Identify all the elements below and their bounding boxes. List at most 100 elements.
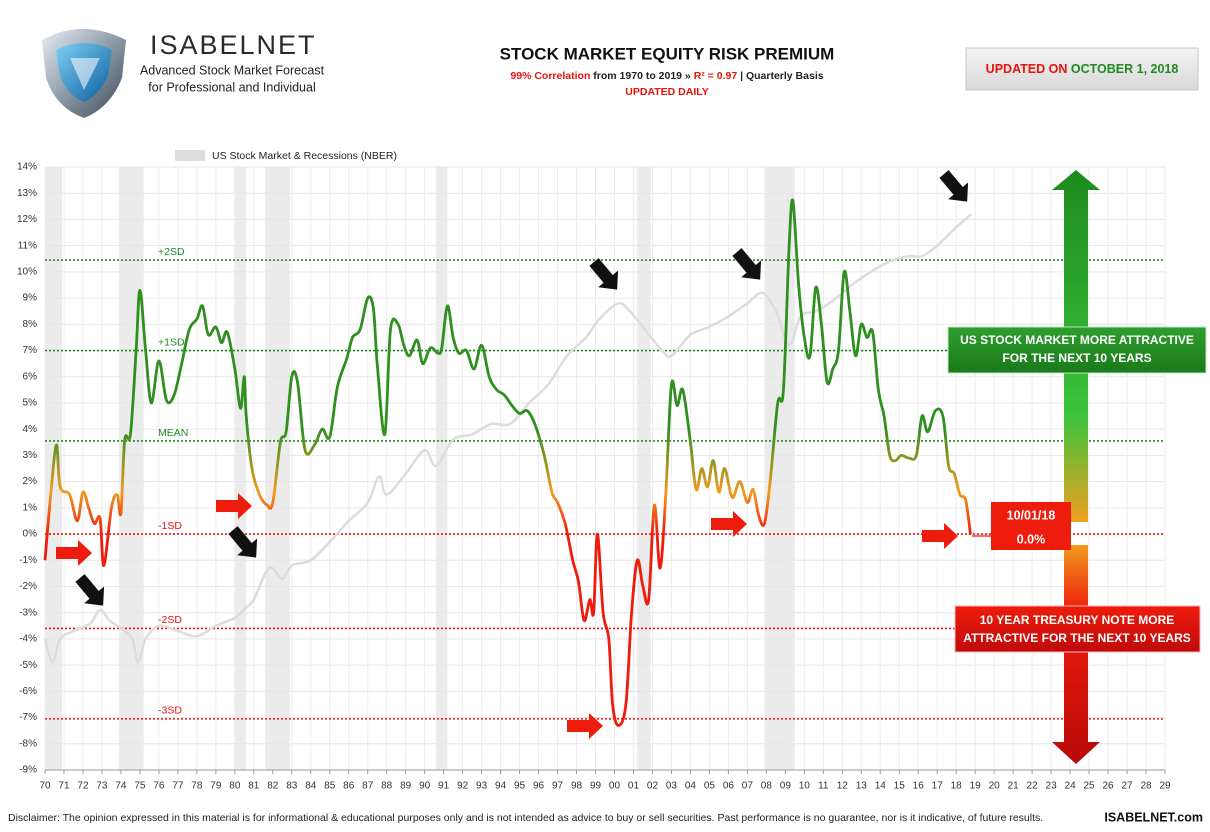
x-tick-label: 81 (248, 781, 260, 792)
x-tick-label: 97 (552, 781, 564, 792)
y-tick-label: 14% (17, 162, 37, 173)
x-tick-label: 17 (932, 781, 944, 792)
y-tick-label: 11% (18, 240, 37, 251)
y-tick-label: -7% (19, 712, 37, 723)
zone-label: US STOCK MARKET MORE ATTRACTIVE (960, 333, 1194, 347)
y-tick-label: -2% (19, 581, 37, 592)
y-tick-label: -1% (19, 555, 37, 566)
zone-box (947, 326, 1207, 374)
update-box (965, 47, 1199, 91)
x-tick-label: 77 (172, 781, 184, 792)
zone-label: ATTRACTIVE FOR THE NEXT 10 YEARS (963, 631, 1191, 645)
x-tick-label: 01 (628, 781, 640, 792)
x-tick-label: 73 (96, 781, 108, 792)
x-tick-label: 89 (400, 781, 412, 792)
x-tick-label: 74 (115, 781, 127, 792)
x-tick-label: 94 (495, 781, 507, 792)
x-tick-label: 95 (514, 781, 526, 792)
y-tick-label: 3% (23, 450, 38, 461)
zone-label: FOR THE NEXT 10 YEARS (1002, 351, 1151, 365)
x-tick-label: 06 (723, 781, 735, 792)
x-tick-label: 76 (153, 781, 165, 792)
down-arrow (1052, 545, 1100, 764)
x-tick-label: 11 (818, 781, 829, 792)
red-arrow (711, 511, 747, 537)
y-tick-label: -5% (19, 660, 37, 671)
x-tick-label: 85 (324, 781, 336, 792)
subtitle-part: R² = 0.97 (694, 70, 738, 82)
x-tick-label: 20 (989, 781, 1001, 792)
reference-label: +1SD (158, 336, 185, 348)
plot-area: -9% -8% -7% -6% -5% -4% -3% -2% -1% 0% 1% 2% 3% 4% 5% 6… (17, 150, 1207, 792)
x-tick-label: 07 (742, 781, 754, 792)
y-tick-label: 7% (23, 345, 38, 356)
x-tick-label: 87 (362, 781, 374, 792)
y-tick-label: -4% (19, 634, 37, 645)
x-tick-label: 84 (305, 781, 317, 792)
reference-label: -2SD (158, 614, 182, 626)
x-tick-label: 92 (457, 781, 469, 792)
x-tick-label: 05 (704, 781, 716, 792)
black-arrow (727, 243, 771, 288)
x-tick-label: 80 (229, 781, 241, 792)
x-tick-label: 26 (1102, 781, 1114, 792)
last-point-date: 10/01/18 (1007, 508, 1056, 522)
x-tick-label: 78 (191, 781, 203, 792)
x-tick-label: 03 (666, 781, 678, 792)
update-part: UPDATED ON (986, 62, 1068, 76)
x-tick-label: 18 (951, 781, 963, 792)
logo (42, 29, 126, 118)
x-tick-label: 91 (438, 781, 450, 792)
x-tick-label: 16 (913, 781, 925, 792)
subtitle: 99% Correlation from 1970 to 2019 » R² =… (510, 70, 823, 82)
update-date: UPDATED ON OCTOBER 1, 2018 (986, 62, 1179, 76)
x-tick-label: 72 (77, 781, 89, 792)
x-tick-label: 90 (419, 781, 431, 792)
x-tick-label: 83 (286, 781, 298, 792)
x-tick-label: 10 (799, 781, 811, 792)
y-tick-label: 1% (23, 502, 38, 513)
subtitle-part: from 1970 to 2019 » (593, 70, 691, 82)
chart-title: STOCK MARKET EQUITY RISK PREMIUM (500, 44, 835, 63)
x-tick-label: 70 (39, 781, 51, 792)
black-arrow (70, 569, 114, 614)
last-point-value: 0.0% (1017, 532, 1046, 546)
x-tick-label: 13 (856, 781, 868, 792)
y-tick-label: 6% (23, 371, 38, 382)
x-tick-label: 09 (780, 781, 792, 792)
x-tick-label: 21 (1008, 781, 1020, 792)
recession-band (436, 167, 448, 770)
y-tick-label: 8% (23, 319, 38, 330)
red-arrow (216, 493, 252, 519)
red-arrow (567, 713, 603, 739)
x-tick-label: 23 (1046, 781, 1058, 792)
x-tick-label: 25 (1084, 781, 1096, 792)
series-line (43, 213, 973, 664)
x-tick-label: 88 (381, 781, 393, 792)
update-note: UPDATED DAILY (625, 86, 708, 98)
x-tick-label: 79 (210, 781, 222, 792)
x-tick-label: 12 (837, 781, 849, 792)
x-tick-label: 71 (58, 781, 70, 792)
brand: ISABELNET (150, 30, 317, 60)
reference-label: +2SD (158, 246, 185, 258)
reference-label: MEAN (158, 427, 188, 439)
y-tick-label: -9% (19, 765, 37, 776)
x-tick-label: 00 (609, 781, 621, 792)
y-tick-label: 12% (17, 214, 37, 225)
x-tick-label: 24 (1065, 781, 1077, 792)
recession-band (637, 167, 651, 770)
subtitle-part: | Quarterly Basis (740, 70, 824, 82)
x-tick-label: 96 (533, 781, 545, 792)
zone-label: 10 YEAR TREASURY NOTE MORE (980, 613, 1174, 627)
x-tick-label: 19 (970, 781, 982, 792)
recession-band (764, 167, 795, 770)
x-tick-label: 22 (1027, 781, 1039, 792)
last-point-box (991, 502, 1071, 550)
x-tick-label: 14 (875, 781, 887, 792)
y-tick-label: 5% (23, 398, 38, 409)
x-tick-label: 04 (685, 781, 697, 792)
disclaimer: Disclaimer: The opinion expressed in thi… (8, 812, 1043, 824)
site: ISABELNET.com (1104, 810, 1203, 824)
reference-label: -1SD (158, 520, 182, 532)
